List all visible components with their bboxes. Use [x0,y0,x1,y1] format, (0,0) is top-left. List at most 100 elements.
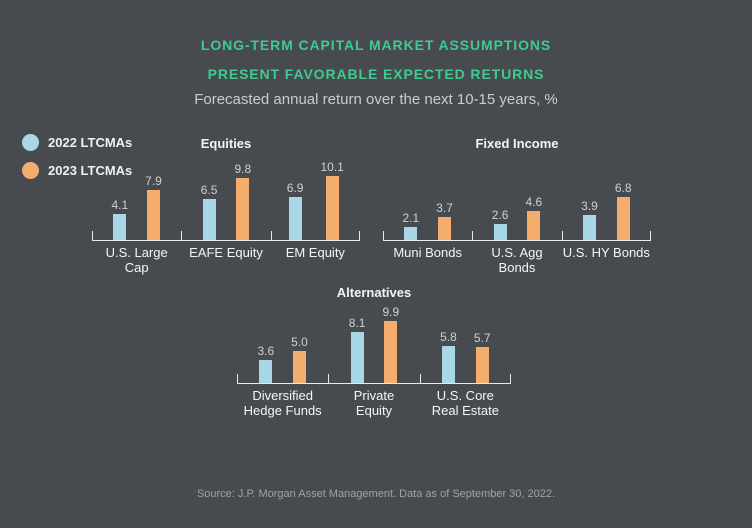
bar-value-label: 6.9 [286,181,304,195]
bar-value-label: 6.8 [614,181,632,195]
bar [384,321,398,383]
category-cell: 3.6 5.0 [237,301,328,383]
bar-value-label: 5.7 [473,331,491,345]
bar-group: 6.8 [615,181,632,240]
bar-value-label: 2.6 [491,208,509,222]
axis-tick [328,374,330,383]
bar [438,217,451,240]
category-label: EAFE Equity [189,245,263,260]
axis-tick [650,231,651,240]
bar-value-label: 3.6 [257,344,275,358]
legend-label-2023: 2023 LTCMAs [48,162,133,178]
bar [493,224,507,240]
plot-area: 4.1 7.9 6.5 9.8 6.9 10.1 [92,152,360,241]
bar-group: 4.6 [525,195,542,240]
category-labels: Muni Bonds U.S. Agg Bonds U.S. HY Bonds [383,241,651,275]
bar-group: 7.9 [145,174,162,240]
bar-value-label: 4.1 [111,198,129,212]
bar-value-label: 5.8 [440,330,457,344]
axis-tick [561,231,563,240]
bar-value-label: 10.1 [320,160,344,174]
bar [113,214,127,240]
bar [147,190,160,240]
legend-label-2022: 2022 LTCMAs [48,134,133,150]
axis-tick [92,231,93,240]
section-title: Alternatives [336,285,412,300]
chart-section-alternatives: Alternatives 3.6 5.0 8.1 9.9 5.8 5.7 Diversifie… [237,285,511,418]
bar [616,197,630,240]
category-cell: 2.6 4.6 [472,152,561,240]
bar-group: 6.5 [200,183,218,240]
category-label: EM Equity [285,245,345,260]
legend-dot-2022-icon [22,133,39,151]
category-label: Diversified Hedge Funds [243,388,322,418]
section-title: Equities [200,136,252,151]
bar-value-label: 5.0 [291,335,308,349]
bar-group: 3.7 [436,201,453,240]
bar-group: 2.1 [402,211,419,240]
bar [288,197,302,240]
section-title: Fixed Income [475,136,559,151]
bar-group: 5.0 [291,335,308,383]
bar-value-label: 3.7 [436,201,453,215]
chart-title-line2: PRESENT FAVORABLE EXPECTED RETURNS [207,66,545,82]
chart-subtitle: Forecasted annual return over the next 1… [194,91,558,108]
category-labels: Diversified Hedge Funds Private Equity U.S… [237,384,511,418]
category-label: Muni Bonds [393,245,462,260]
bar [475,347,489,383]
bar [236,178,250,240]
chart-section-fixed-income: Fixed Income 2.1 3.7 2.6 4.6 3.9 6.8 Muni Bonds… [383,136,651,275]
category-label: U.S. Large Cap [105,245,168,275]
category-labels: U.S. Large Cap EAFE Equity EM Equity [92,241,360,275]
bar [527,211,541,240]
bar-value-label: 4.6 [525,195,543,209]
bar-value-label: 9.9 [382,305,400,319]
category-cell: 2.1 3.7 [383,152,472,240]
bar [350,332,364,383]
axis-tick [383,231,384,240]
category-label: U.S. HY Bonds [562,245,650,260]
bar [202,199,216,240]
bar [325,176,339,240]
plot-area: 2.1 3.7 2.6 4.6 3.9 6.8 [383,152,651,241]
bar-group: 10.1 [320,160,344,240]
bar [293,351,306,383]
axis-tick [270,231,272,240]
bar-value-label: 8.1 [348,316,366,330]
bar [441,346,455,383]
category-cell: 4.1 7.9 [92,152,181,240]
category-cell: 5.8 5.7 [420,301,511,383]
axis-tick [359,231,360,240]
bar-group: 8.1 [348,316,366,383]
source-note: Source: J.P. Morgan Asset Management. Da… [196,488,556,500]
bar-group: 3.6 [257,344,274,383]
bar-group: 9.9 [382,305,399,383]
bar-value-label: 6.5 [200,183,218,197]
bar-group: 5.7 [474,331,491,383]
category-label: U.S. Core Real Estate [431,388,499,418]
axis-tick [510,374,511,383]
bar-value-label: 7.9 [145,174,162,188]
category-label: U.S. Agg Bonds [491,245,543,275]
bar [404,227,418,240]
legend-dot-2023-icon [22,161,39,179]
bar-value-label: 9.8 [234,162,252,176]
category-cell: 6.5 9.8 [181,152,270,240]
plot-area: 3.6 5.0 8.1 9.9 5.8 5.7 [237,301,511,384]
category-label: Private Equity [353,388,395,418]
bar [582,215,596,240]
axis-tick [419,374,421,383]
bar-group: 4.1 [111,198,128,240]
bar [259,360,273,383]
axis-tick [237,374,238,383]
bar-value-label: 2.1 [402,211,420,225]
chart-title-line1: LONG-TERM CAPITAL MARKET ASSUMPTIONS [200,37,552,53]
legend-item-2023: 2023 LTCMAs [22,161,132,179]
bar-value-label: 3.9 [581,199,598,213]
axis-tick [472,231,474,240]
category-cell: 8.1 9.9 [328,301,419,383]
chart-section-equities: Equities 4.1 7.9 6.5 9.8 6.9 10.1 U.S. Large Ca… [92,136,360,275]
bar-group: 6.9 [286,181,304,240]
category-cell: 6.9 10.1 [271,152,360,240]
category-cell: 3.9 6.8 [562,152,651,240]
